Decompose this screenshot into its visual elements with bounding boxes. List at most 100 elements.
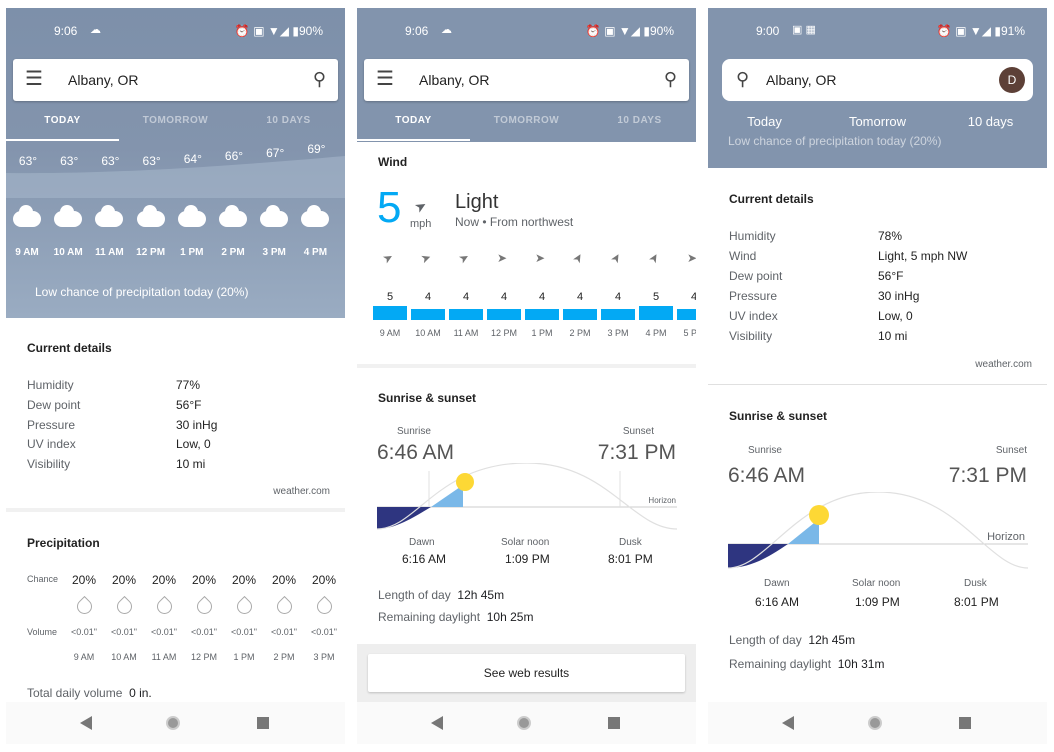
section-divider	[708, 384, 1047, 385]
tab-today[interactable]: TODAY	[395, 115, 432, 126]
source-link[interactable]: weather.com	[273, 486, 330, 497]
tab-10-days[interactable]: 10 days	[967, 114, 1014, 129]
hourly-time: 11 AM	[95, 247, 124, 258]
recents-icon[interactable]	[959, 717, 971, 729]
back-icon[interactable]	[80, 716, 92, 730]
recents-icon[interactable]	[257, 717, 269, 729]
hourly-temp: 69°	[307, 142, 326, 156]
tab-10-days[interactable]: 10 DAYS	[617, 115, 662, 126]
cloud-icon	[54, 205, 83, 227]
precip-volume: <0.01"	[311, 627, 337, 637]
tab-tomorrow[interactable]: TOMORROW	[493, 115, 560, 126]
cloud-icon-puff	[19, 205, 33, 219]
day-length-label: Length of day	[378, 588, 451, 602]
wind-time: 5 PM	[683, 328, 696, 338]
current-details-title: Current details	[729, 192, 814, 206]
wind-speed-large: 5	[377, 183, 402, 232]
wind-direction-icon: ➤	[607, 250, 625, 266]
hourly-temp: 63°	[142, 154, 161, 168]
wifi-icon: ▼	[618, 24, 631, 38]
wind-bar	[677, 308, 696, 320]
wind-speed-value: 4	[614, 291, 622, 303]
battery-percent: 91%	[1000, 24, 1025, 38]
tab-today[interactable]: Today	[747, 114, 782, 129]
detail-label: Pressure	[729, 289, 778, 303]
search-query[interactable]: Albany, OR	[766, 72, 837, 88]
search-bar[interactable]: ⚲ Albany, OR D	[722, 59, 1033, 101]
precip-chance: 20%	[71, 573, 97, 587]
hourly-temp: 63°	[101, 154, 120, 168]
total-volume-value: 0 in.	[129, 686, 152, 700]
sun-title: Sunrise & sunset	[729, 409, 828, 423]
wind-bar	[411, 308, 445, 320]
dusk-label: Dusk	[964, 578, 987, 589]
hourly-temp: 67°	[266, 146, 285, 160]
detail-label: Humidity	[27, 378, 74, 392]
tab-today[interactable]: TODAY	[44, 115, 81, 126]
search-bar[interactable]: ☰ Albany, OR ⚲	[13, 59, 338, 101]
day-length-label: Length of day	[729, 633, 802, 647]
sunset-label: Sunset	[622, 426, 654, 437]
volume-label: Volume	[27, 627, 58, 637]
wind-time: 4 PM	[645, 328, 667, 338]
sun-path-chart	[728, 492, 1028, 569]
phone-panel-wind: 9:06 ☁ ⏰ ▣ ▼◢ ▮90% ☰ Albany, OR ⚲ TODAY …	[357, 8, 696, 744]
precip-chance: 20%	[231, 573, 257, 587]
home-icon[interactable]	[517, 716, 531, 730]
web-results-area: See web results	[357, 644, 696, 704]
search-icon[interactable]: ⚲	[736, 69, 750, 89]
dusk-time: 8:01 PM	[954, 595, 999, 609]
precip-chance: 20%	[151, 573, 177, 587]
wind-direction-icon: ➤	[687, 251, 696, 265]
wind-bar	[487, 308, 521, 320]
raindrop-icon	[273, 595, 296, 618]
detail-label: Visibility	[27, 457, 71, 472]
cloud-icon-puff	[225, 205, 239, 219]
wind-unit: mph	[410, 218, 432, 230]
back-icon[interactable]	[782, 716, 794, 730]
back-icon[interactable]	[431, 716, 443, 730]
search-query[interactable]: Albany, OR	[68, 72, 139, 88]
wind-bar	[639, 306, 673, 320]
cloud-icon-puff	[307, 205, 322, 219]
solar-noon-label: Solar noon	[501, 537, 550, 548]
day-length: Length of day 12h 45m	[378, 588, 504, 602]
home-icon[interactable]	[166, 716, 180, 730]
precip-summary: Low chance of precipitation today (20%)	[35, 285, 249, 299]
cloud-icon	[13, 205, 41, 227]
hourly-time: 12 PM	[136, 247, 166, 258]
raindrop-icon	[73, 595, 96, 618]
search-icon[interactable]: ⚲	[663, 69, 677, 89]
alarm-icon: ⏰	[936, 24, 952, 38]
status-bar: 9:06 ☁ ⏰ ▣ ▼◢ ▮90%	[6, 8, 345, 54]
horizon-label: Horizon	[987, 531, 1025, 543]
avatar[interactable]: D	[999, 67, 1025, 93]
hourly-time: 4 PM	[303, 247, 328, 258]
dusk-time: 8:01 PM	[608, 552, 653, 566]
tab-10-days[interactable]: 10 DAYS	[266, 115, 311, 126]
signal-icon: ◢	[981, 24, 992, 38]
see-web-results-button[interactable]: See web results	[368, 654, 685, 692]
cloud-icon	[177, 205, 206, 227]
home-icon[interactable]	[868, 716, 882, 730]
wind-bar	[525, 308, 559, 320]
raindrop-icon	[113, 595, 136, 618]
tab-tomorrow[interactable]: Tomorrow	[848, 114, 907, 129]
battery-icon: ▮	[994, 24, 1001, 38]
hourly-time: 1 PM	[180, 247, 204, 258]
recents-icon[interactable]	[608, 717, 620, 729]
remaining-daylight-value: 10h 31m	[837, 657, 885, 671]
tab-tomorrow[interactable]: TOMORROW	[142, 115, 209, 126]
menu-icon[interactable]: ☰	[25, 68, 43, 90]
wind-speed-value: 4	[500, 291, 508, 303]
dawn-time: 6:16 AM	[755, 595, 800, 609]
menu-icon[interactable]: ☰	[376, 68, 394, 90]
search-query[interactable]: Albany, OR	[419, 72, 490, 88]
precip-time: 2 PM	[273, 652, 295, 662]
dusk-label: Dusk	[619, 537, 642, 548]
sunrise-label: Sunrise	[397, 426, 431, 437]
sunset-time: 7:31 PM	[597, 441, 676, 464]
source-link[interactable]: weather.com	[975, 359, 1032, 370]
search-icon[interactable]: ⚲	[312, 69, 326, 89]
search-bar[interactable]: ☰ Albany, OR ⚲	[364, 59, 689, 101]
